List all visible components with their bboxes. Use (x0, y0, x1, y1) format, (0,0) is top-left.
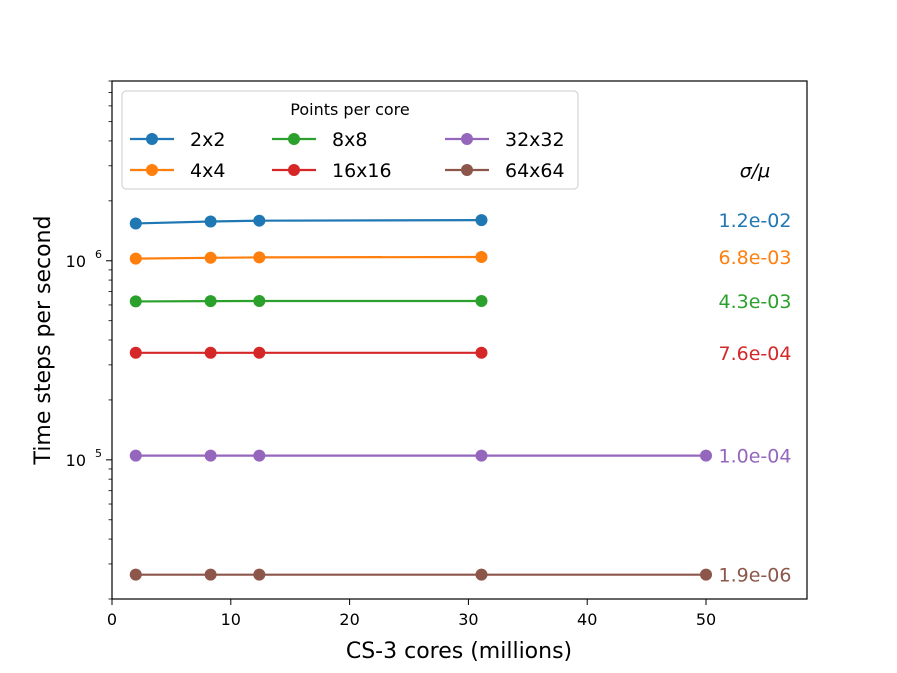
x-tick-label: 10 (221, 610, 241, 629)
data-point (253, 449, 266, 462)
sigma-mu-value: 4.3e-03 (719, 291, 792, 313)
x-tick-label: 40 (577, 610, 597, 629)
data-point (253, 568, 266, 581)
data-point (475, 346, 488, 359)
series-32x32 (129, 449, 713, 462)
x-tick-label: 0 (107, 610, 117, 629)
legend-entries: 2x2 4x4 8x8 16x16 32x32 64x64 (130, 129, 565, 182)
series-line (135, 219, 482, 225)
data-point (475, 449, 488, 462)
data-point (475, 250, 488, 263)
data-point (475, 214, 488, 227)
data-point (204, 215, 217, 228)
data-point (129, 252, 142, 265)
data-point (129, 346, 142, 359)
legend-entry: 8x8 (272, 129, 367, 151)
legend-entry: 4x4 (130, 160, 225, 182)
series-2x2 (129, 214, 488, 230)
legend-marker (146, 164, 158, 176)
sigma-mu-value: 1.9e-06 (719, 565, 792, 587)
y-tick-label: 10 (66, 252, 86, 271)
x-tick-label: 50 (696, 610, 716, 629)
data-point (204, 346, 217, 359)
legend-box (121, 90, 579, 190)
legend-label: 4x4 (190, 160, 225, 182)
legend: Points per core 2x2 4x4 8x8 16x16 32x32 64x64 (121, 90, 579, 190)
series-layer (129, 214, 713, 581)
data-point (204, 251, 217, 264)
data-point (204, 568, 217, 581)
series-16x16 (129, 346, 488, 359)
legend-label: 64x64 (505, 160, 565, 182)
sigma-mu-value: 7.6e-04 (719, 343, 792, 365)
y-axis: 10 5 10 6 (66, 80, 112, 600)
data-point (129, 217, 142, 230)
legend-title: Points per core (290, 100, 409, 119)
data-point (129, 449, 142, 462)
y-tick-exponent: 5 (95, 447, 102, 460)
legend-marker (461, 164, 473, 176)
legend-entry: 64x64 (445, 160, 565, 182)
series-line (135, 255, 482, 260)
legend-marker (288, 164, 300, 176)
x-tick-label: 30 (458, 610, 478, 629)
legend-label: 8x8 (332, 129, 367, 151)
legend-marker (288, 133, 300, 145)
data-point (253, 214, 266, 227)
data-point (204, 449, 217, 462)
data-point (700, 449, 713, 462)
series-64x64 (129, 568, 713, 581)
sigma-mu-value: 1.2e-02 (719, 210, 792, 232)
data-point (700, 568, 713, 581)
y-tick-label: 10 (66, 451, 86, 470)
data-point (204, 295, 217, 308)
legend-label: 16x16 (332, 160, 392, 182)
data-point (475, 568, 488, 581)
data-point (129, 295, 142, 308)
series-4x4 (129, 250, 488, 265)
sigma-mu-value: 6.8e-03 (719, 247, 792, 269)
sigma-mu-value: 1.0e-04 (719, 446, 792, 468)
y-axis-label: Time steps per second (31, 216, 56, 466)
legend-entry: 32x32 (445, 129, 565, 151)
data-point (253, 346, 266, 359)
x-axis: 0 10 20 30 40 50 (107, 599, 716, 629)
legend-label: 2x2 (190, 129, 225, 151)
legend-entry: 2x2 (130, 129, 225, 151)
legend-marker (461, 133, 473, 145)
sigma-mu-header: σ/μ (740, 160, 771, 182)
series-8x8 (129, 295, 488, 308)
data-point (253, 295, 266, 308)
legend-marker (146, 133, 158, 145)
data-point (129, 568, 142, 581)
data-point (475, 295, 488, 308)
x-tick-label: 20 (339, 610, 359, 629)
sigma-mu-annotations: 1.2e-02 6.8e-03 4.3e-03 7.6e-04 1.0e-04 1.9e-… (719, 210, 792, 587)
y-tick-exponent: 6 (95, 248, 102, 261)
legend-label: 32x32 (505, 129, 565, 151)
legend-entry: 16x16 (272, 160, 392, 182)
data-point (253, 251, 266, 264)
x-axis-label: CS-3 cores (millions) (346, 639, 572, 664)
